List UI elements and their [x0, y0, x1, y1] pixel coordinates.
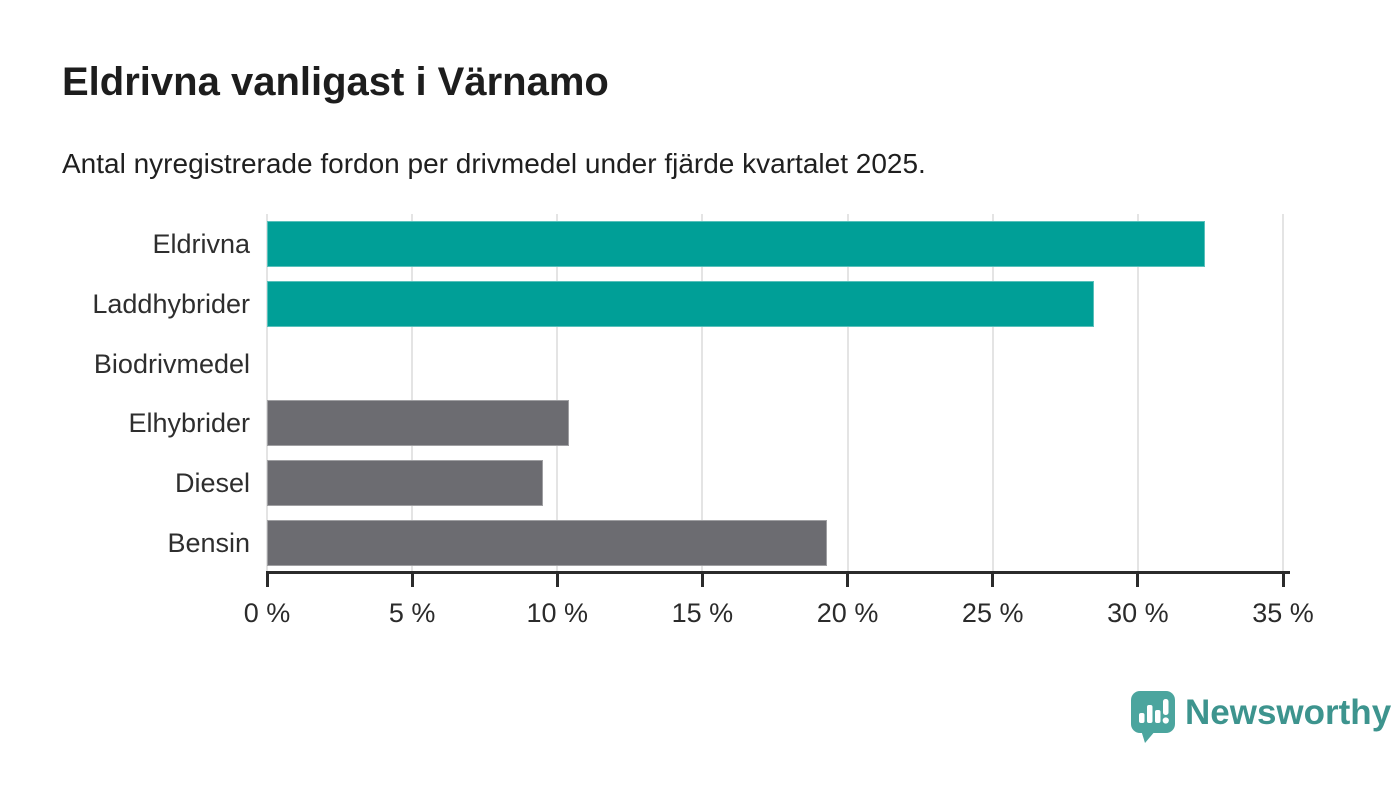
tick-label-25: 25 %	[961, 598, 1024, 628]
tick-25	[991, 574, 995, 587]
tick-0	[265, 574, 269, 587]
tick-label-35: 35 %	[1252, 598, 1314, 628]
tick-label-30: 30 %	[1107, 598, 1169, 628]
chart-title: Eldrivna vanligast i Värnamo	[62, 60, 609, 104]
gridline-25	[991, 214, 994, 573]
x-axis-line	[266, 571, 1290, 574]
gridline-0	[266, 214, 268, 573]
tick-10	[555, 574, 559, 587]
tick-15	[700, 574, 704, 587]
bar-diesel	[267, 460, 543, 507]
category-label-biodrivmedel: Biodrivmedel	[93, 348, 250, 379]
chart-subtitle: Antal nyregistrerade fordon per drivmede…	[62, 148, 926, 179]
tick-label-5: 5 %	[388, 598, 436, 628]
brand-wordmark: Newsworthy	[1185, 693, 1392, 732]
category-label-laddhybrider: Laddhybrider	[92, 288, 250, 319]
bar-laddhybrider	[267, 280, 1095, 327]
tick-20	[846, 574, 850, 587]
gridline-10	[556, 214, 559, 573]
bar-eldrivna	[267, 220, 1205, 267]
tick-label-15: 15 %	[671, 598, 734, 628]
bar-chart-plot-area: 0 % 5 % 10 % 15 % 20 % 25 % 30 % 35 %	[244, 214, 1314, 628]
newsworthy-speech-bubble-bar-chart-icon	[1131, 691, 1175, 743]
gridline-15	[701, 214, 704, 573]
tick-label-10: 10 %	[526, 598, 589, 628]
category-label-eldrivna: Eldrivna	[152, 228, 250, 259]
category-label-diesel: Diesel	[174, 468, 250, 499]
tick-5	[410, 574, 414, 587]
tick-35	[1281, 574, 1285, 587]
newsworthy-brand: Newsworthy	[1130, 690, 1391, 744]
gridline-35	[1282, 214, 1284, 573]
gridline-20	[846, 214, 849, 573]
bar-bensin	[267, 520, 828, 567]
gridline-5	[411, 214, 414, 573]
tick-label-0: 0 %	[243, 598, 291, 628]
category-label-elhybrider: Elhybrider	[128, 408, 250, 439]
tick-30	[1136, 574, 1140, 587]
tick-label-20: 20 %	[816, 598, 879, 628]
category-label-bensin: Bensin	[167, 528, 250, 559]
bar-elhybrider	[267, 400, 569, 447]
y-axis-category-labels: Eldrivna Laddhybrider Biodrivmedel Elhybrid…	[0, 214, 250, 573]
gridline-30	[1136, 214, 1139, 573]
